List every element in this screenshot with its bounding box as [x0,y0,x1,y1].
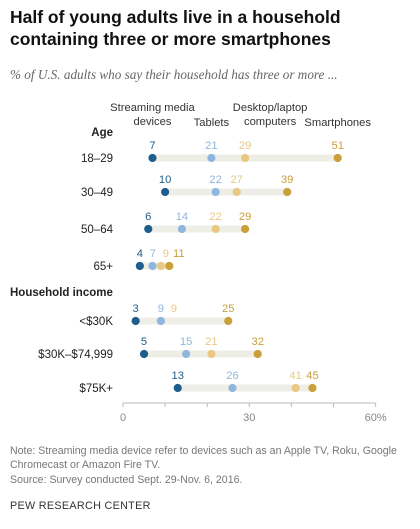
value-label-smartphones: 11 [173,248,185,260]
chart-title: Half of young adults live in a household… [10,7,341,49]
group-header: Household income [10,287,113,299]
row-label: 30–49 [81,187,113,199]
dot-streaming [135,261,144,271]
dot-smartphones [165,261,174,271]
value-label-desktop: 9 [171,303,177,315]
value-label-streaming: 6 [145,211,151,223]
x-tick-label: 60% [365,412,387,424]
dot-desktop [207,349,216,359]
value-label-streaming: 13 [172,370,184,382]
value-label-tablets: 22 [209,174,221,186]
x-tick-label: 0 [120,412,126,424]
dot-tablets [182,349,191,359]
dot-streaming [139,349,149,359]
dot-streaming [148,153,157,163]
dot-streaming [161,187,170,197]
dot-desktop [291,383,300,393]
dot-streaming [173,383,182,393]
dot-streaming [144,224,153,234]
value-label-streaming: 10 [159,174,171,186]
value-label-streaming: 7 [149,140,155,152]
value-label-tablets: 26 [226,370,238,382]
dot-smartphones [333,153,342,163]
dot-tablets [228,383,237,393]
dot-plot-chart: Streaming media devices TabletsDesktop/lap… [10,102,387,424]
group-header: Age [91,127,113,139]
dot-smartphones [240,224,250,234]
value-label-tablets: 9 [158,303,164,315]
value-label-tablets: 21 [205,140,217,152]
value-label-smartphones: 39 [281,174,293,186]
row-label: 18–29 [81,153,113,165]
chart-note: Note: Streaming media device refer to de… [10,445,397,471]
value-label-smartphones: 32 [251,336,263,348]
dot-desktop [211,224,220,234]
value-label-smartphones: 25 [222,303,234,315]
legend-tablets: Tablets [194,117,230,129]
value-label-tablets: 14 [176,211,188,223]
value-label-tablets: 7 [150,248,156,260]
chart-subtitle: % of U.S. adults who say their household… [10,67,338,82]
dot-tablets [177,224,187,234]
dot-desktop [232,187,241,197]
brand-label: PEW RESEARCH CENTER [10,500,151,512]
row-label: 50–64 [81,224,114,236]
value-label-smartphones: 51 [331,140,343,152]
dot-tablets [207,153,216,163]
value-label-smartphones: 45 [306,370,318,382]
value-label-desktop: 27 [230,174,242,186]
value-label-desktop: 9 [163,248,169,260]
row-label: $30K–$74,999 [38,349,113,361]
dot-smartphones [224,316,233,326]
dot-tablets [148,261,157,271]
legend-desktop: Desktop/laptop computers [233,102,308,128]
legend-streaming: Streaming media devices [110,102,195,128]
value-label-smartphones: 29 [239,211,251,223]
dot-desktop [156,261,165,271]
value-label-desktop: 22 [209,211,221,223]
x-tick-label: 30 [243,412,255,424]
chart-source: Source: Survey conducted Sept. 29-Nov. 6… [10,474,243,486]
dot-smartphones [253,349,262,359]
dot-tablets [156,316,165,326]
row-label: 65+ [93,261,113,273]
dot-smartphones [308,383,317,393]
dot-desktop [240,153,250,163]
dot-streaming [131,316,140,326]
dot-smartphones [283,187,292,197]
value-label-desktop: 21 [205,336,217,348]
legend-smartphones: Smartphones [304,117,371,129]
row-label: <$30K [79,316,113,328]
value-label-desktop: 29 [239,140,251,152]
value-label-streaming: 4 [137,248,143,260]
value-label-desktop: 41 [289,370,301,382]
value-label-streaming: 5 [141,336,147,348]
dot-tablets [211,187,220,197]
row-label: $75K+ [79,383,113,395]
value-label-streaming: 3 [133,303,139,315]
value-label-tablets: 15 [180,336,192,348]
